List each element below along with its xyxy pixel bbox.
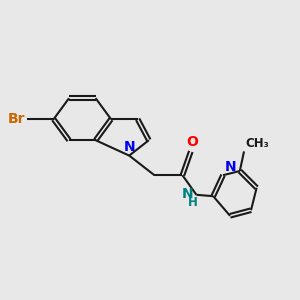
- Text: Br: Br: [7, 112, 25, 126]
- Text: O: O: [186, 135, 198, 148]
- Text: N: N: [123, 140, 135, 154]
- Text: CH₃: CH₃: [245, 137, 269, 150]
- Text: N: N: [224, 160, 236, 174]
- Text: N: N: [182, 187, 193, 201]
- Text: H: H: [188, 196, 198, 209]
